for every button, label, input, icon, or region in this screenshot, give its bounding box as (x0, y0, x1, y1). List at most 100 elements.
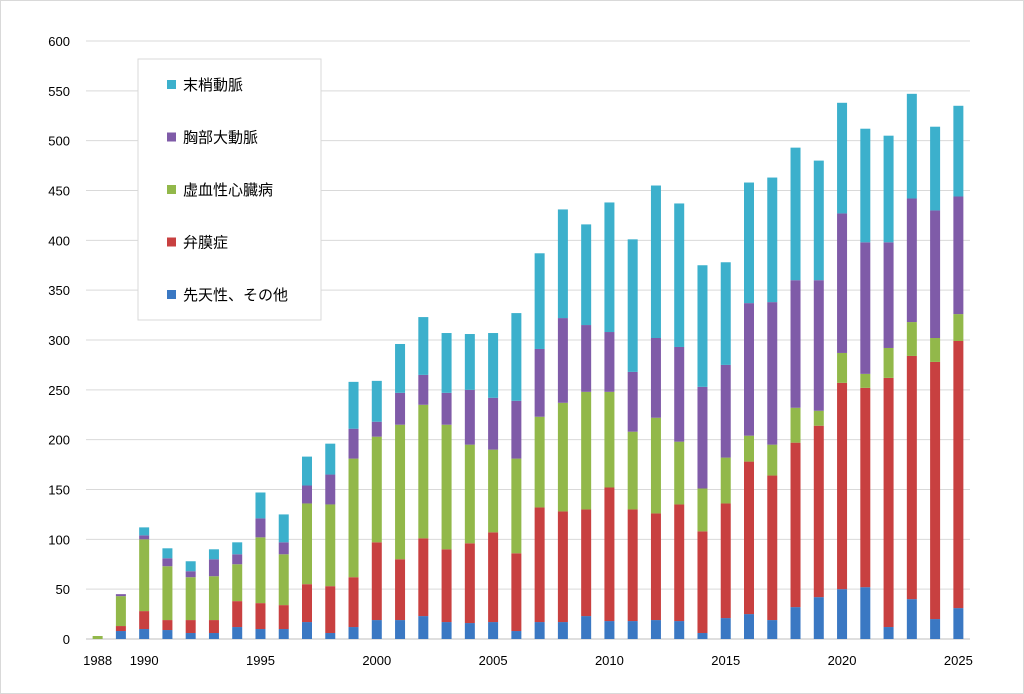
legend-swatch (167, 132, 176, 142)
bar-segment (906, 198, 917, 323)
bar-segment (674, 441, 685, 505)
bar-segment (371, 542, 382, 621)
bar-segment (627, 621, 638, 639)
bar-segment (906, 355, 917, 600)
bar-segment (348, 381, 359, 429)
bar-segment (953, 196, 964, 315)
bar-segment (511, 400, 522, 459)
bar-segment (464, 543, 475, 624)
y-tick-label: 450 (48, 184, 70, 199)
y-tick-label: 150 (48, 483, 70, 498)
bar-segment (255, 629, 266, 639)
bar-segment (348, 428, 359, 459)
bar-segment (534, 507, 545, 623)
x-tick-label: 2005 (479, 653, 508, 668)
bar-segment (185, 577, 196, 621)
y-tick-label: 550 (48, 84, 70, 99)
x-tick-label: 1995 (246, 653, 275, 668)
bar-segment (813, 160, 824, 281)
bar-segment (441, 549, 452, 623)
legend-label: 胸部大動脈 (183, 129, 258, 147)
bar-segment (395, 424, 406, 560)
bar-segment (464, 389, 475, 445)
bar-segment (860, 387, 871, 588)
bar-segment (185, 571, 196, 578)
bar-segment (790, 407, 801, 443)
bar-segment (185, 620, 196, 634)
bar-segment (930, 338, 941, 362)
bar-segment (604, 621, 615, 639)
bar-segment (767, 177, 778, 303)
legend-label: 先天性、その他 (183, 286, 288, 304)
x-tick-label: 2000 (362, 653, 391, 668)
bar-segment (720, 457, 731, 504)
bar-segment (371, 380, 382, 422)
bar-segment (162, 548, 173, 559)
bar-segment (790, 442, 801, 608)
bar-segment (627, 509, 638, 622)
bar-segment (232, 554, 243, 565)
legend-swatch (167, 290, 176, 299)
bar-segment (302, 584, 312, 623)
bar-segment (511, 313, 522, 401)
bar-segment (837, 102, 848, 214)
bar-segment (744, 435, 754, 462)
bar-segment (139, 629, 150, 639)
bar-segment (697, 265, 708, 387)
bar-segment (464, 334, 475, 390)
bar-segment (488, 333, 499, 398)
bar-segment (511, 458, 522, 554)
bar-segment (650, 185, 661, 339)
bar-segment (464, 444, 475, 544)
bar-segment (441, 333, 452, 393)
bar-segment (837, 213, 848, 353)
bar-segment (650, 417, 661, 514)
bar-segment (953, 608, 964, 639)
bar-segment (744, 614, 754, 639)
bar-segment (697, 531, 708, 634)
bar-segment (650, 513, 661, 621)
x-tick-label: 2020 (828, 653, 857, 668)
bar-segment (441, 392, 452, 425)
x-tick-label: 2025 (944, 653, 973, 668)
bar-segment (674, 504, 685, 622)
bar-segment (557, 511, 568, 623)
bar-segment (255, 492, 266, 519)
bar-segment (581, 391, 592, 510)
bar-segment (883, 377, 894, 628)
bar-segment (511, 631, 522, 639)
bar-segment (92, 636, 103, 639)
bar-segment (813, 597, 824, 639)
bar-segment (488, 532, 499, 623)
bar-segment (534, 416, 545, 508)
bar-segment (534, 348, 545, 417)
bar-segment (255, 537, 266, 604)
bar-segment (650, 620, 661, 639)
bar-segment (208, 633, 219, 639)
bar-segment (720, 364, 731, 458)
bar-segment (813, 425, 824, 598)
bar-segment (953, 314, 964, 341)
bar-segment (348, 627, 359, 639)
bar-segment (395, 343, 406, 393)
bar-segment (627, 431, 638, 510)
bar-segment (674, 203, 685, 347)
bar-segment (325, 504, 336, 587)
bar-segment (115, 631, 126, 639)
bar-segment (488, 397, 499, 450)
bar-segment (162, 566, 173, 621)
y-tick-label: 100 (48, 532, 70, 547)
bar-segment (278, 514, 289, 543)
bar-segment (395, 620, 406, 639)
bar-segment (325, 474, 336, 505)
bar-segment (697, 633, 708, 639)
bar-segment (674, 346, 685, 442)
bar-segment (371, 436, 382, 543)
bar-segment (302, 456, 312, 486)
bars (92, 93, 964, 639)
bar-segment (418, 317, 429, 375)
bar-segment (674, 621, 685, 639)
bar-segment (767, 620, 778, 639)
bar-segment (488, 622, 499, 639)
bar-segment (883, 242, 894, 348)
